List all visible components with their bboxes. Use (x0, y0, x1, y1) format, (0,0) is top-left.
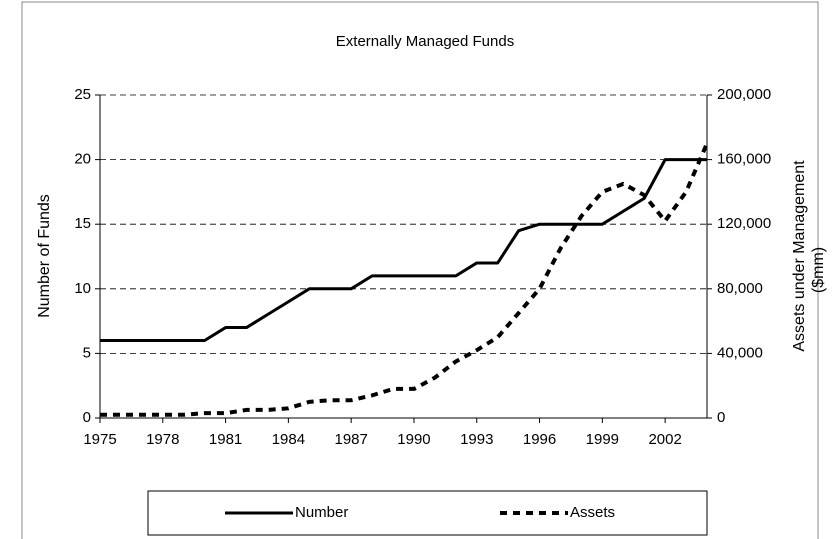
y2-tick-label: 120,000 (717, 215, 771, 232)
x-tick-label: 2002 (648, 431, 681, 448)
y-tick-label: 25 (74, 86, 91, 103)
y-axis-label: Number of Funds (36, 194, 53, 318)
y-tick-label: 10 (74, 280, 91, 297)
y-tick-label: 15 (74, 215, 91, 232)
y-tick-label: 0 (83, 409, 91, 426)
x-tick-label: 1975 (83, 431, 116, 448)
frame (21, 1, 819, 539)
legend-label: Assets (570, 504, 615, 521)
x-tick-label: 1993 (460, 431, 493, 448)
y2-tick-label: 160,000 (717, 151, 771, 168)
series-line (100, 142, 709, 417)
y2-tick-label: 80,000 (717, 280, 763, 297)
y-tick-label: 20 (74, 151, 91, 168)
y2-tick-label: 40,000 (717, 344, 763, 361)
x-tick-label: 1978 (146, 431, 179, 448)
y2-tick-label: 0 (717, 409, 725, 426)
y2-tick-label: 200,000 (717, 86, 771, 103)
x-tick-label: 1987 (334, 431, 367, 448)
y2-axis-label: Assets under Management (791, 160, 808, 352)
legend-label: Number (295, 504, 348, 521)
y-tick-label: 5 (83, 344, 91, 361)
x-tick-label: 1981 (209, 431, 242, 448)
x-tick-label: 1996 (523, 431, 556, 448)
y2-axis-label: ($mm) (810, 247, 827, 293)
x-tick-label: 1990 (397, 431, 430, 448)
x-tick-label: 1984 (272, 431, 305, 448)
series-line (100, 158, 707, 342)
x-tick-label: 1999 (586, 431, 619, 448)
chart-title: Externally Managed Funds (336, 33, 514, 50)
